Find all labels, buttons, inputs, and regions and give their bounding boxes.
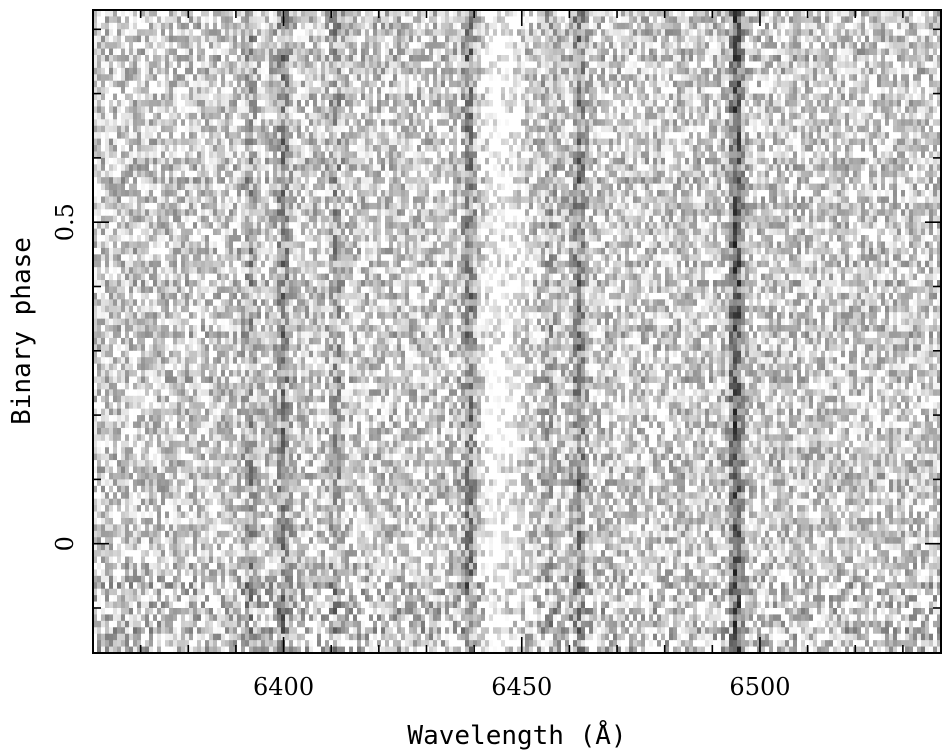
y-tick-label: 0.5 [51,203,79,241]
x-tick-label: 6500 [729,673,790,701]
heatmap-image [93,10,941,653]
x-axis-label: Wavelength (Å) [407,719,626,751]
y-axis-label: Binary phase [7,237,37,425]
x-tick-label: 6400 [253,673,314,701]
y-tick-label: 0 [51,536,79,551]
x-tick-label: 6450 [491,673,552,701]
